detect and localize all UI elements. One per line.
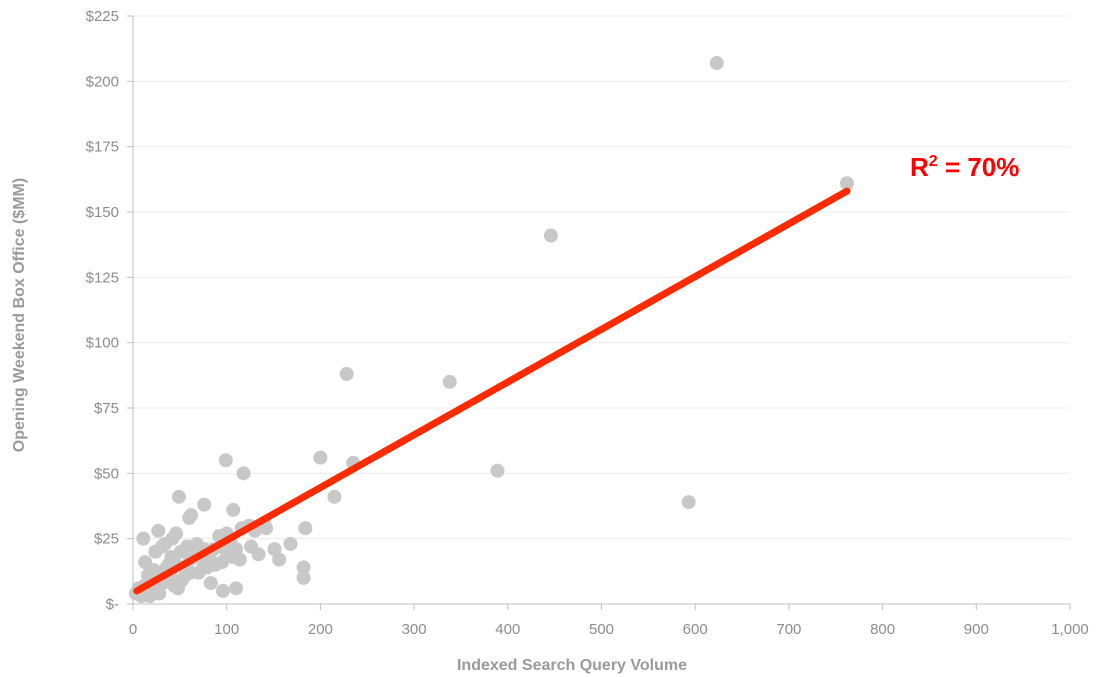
data-point [839, 176, 854, 191]
x-tick-labels: 0 100 200 300 400 500 600 700 800 900 1,000 [129, 621, 1089, 638]
x-tick-label: 400 [495, 621, 520, 638]
data-point [151, 523, 166, 538]
axes [127, 15, 1071, 610]
x-axis-title: Indexed Search Query Volume [457, 657, 687, 674]
gridlines [133, 15, 1070, 540]
data-point [171, 489, 186, 504]
data-point [189, 536, 204, 551]
data-point [543, 228, 558, 243]
data-point [191, 565, 206, 580]
data-point [225, 549, 240, 564]
r-squared-annotation: R2 = 70% [910, 152, 1019, 182]
data-point [229, 581, 244, 596]
data-point [296, 560, 311, 575]
data-point [142, 589, 157, 604]
r-value: = 70% [938, 152, 1020, 182]
x-tick-label: 500 [589, 621, 614, 638]
data-point [184, 508, 199, 523]
r-letter: R [910, 152, 929, 182]
y-axis-title: Opening Weekend Box Office ($MM) [11, 178, 28, 452]
trendline [133, 187, 851, 595]
x-tick-label: 600 [683, 621, 708, 638]
data-point [236, 466, 251, 481]
data-point [681, 495, 696, 510]
data-point [442, 374, 457, 389]
data-point [197, 497, 212, 512]
y-tick-label: $25 [94, 531, 119, 548]
r-superscript: 2 [929, 153, 938, 170]
data-point [218, 453, 233, 468]
data-point [178, 568, 193, 583]
x-tick-label: 800 [870, 621, 895, 638]
data-points [128, 56, 854, 604]
data-point [339, 367, 354, 382]
y-tick-label: $150 [86, 204, 119, 221]
x-tick-label: 100 [214, 621, 239, 638]
data-point [490, 463, 505, 478]
data-point [136, 531, 151, 546]
x-tick-label: 900 [964, 621, 989, 638]
data-point [298, 521, 313, 536]
data-point [251, 547, 266, 562]
y-tick-label: $175 [86, 139, 119, 156]
data-point [283, 536, 298, 551]
y-tick-label: $- [106, 596, 119, 613]
data-point [272, 552, 287, 567]
y-tick-label: $75 [94, 400, 119, 417]
data-point [327, 489, 342, 504]
y-tick-label: $200 [86, 73, 119, 90]
x-tick-label: 700 [776, 621, 801, 638]
data-point [267, 542, 282, 557]
y-tick-label: $50 [94, 465, 119, 482]
y-tick-label: $225 [86, 8, 119, 25]
y-tick-label: $100 [86, 335, 119, 352]
data-point [148, 544, 163, 559]
data-point [226, 502, 241, 517]
y-tick-label: $125 [86, 269, 119, 286]
x-tick-label: 0 [129, 621, 137, 638]
trendline-group [133, 187, 851, 595]
x-tick-label: 300 [402, 621, 427, 638]
data-point [203, 576, 218, 591]
data-point [296, 570, 311, 585]
data-point [709, 56, 724, 71]
y-tick-labels: $- $25 $50 $75 $100 $125 $150 $175 $200 $225 [86, 8, 119, 613]
data-point [215, 583, 230, 598]
x-tick-label: 200 [308, 621, 333, 638]
x-tick-label: 1,000 [1051, 621, 1089, 638]
data-point [313, 450, 328, 465]
